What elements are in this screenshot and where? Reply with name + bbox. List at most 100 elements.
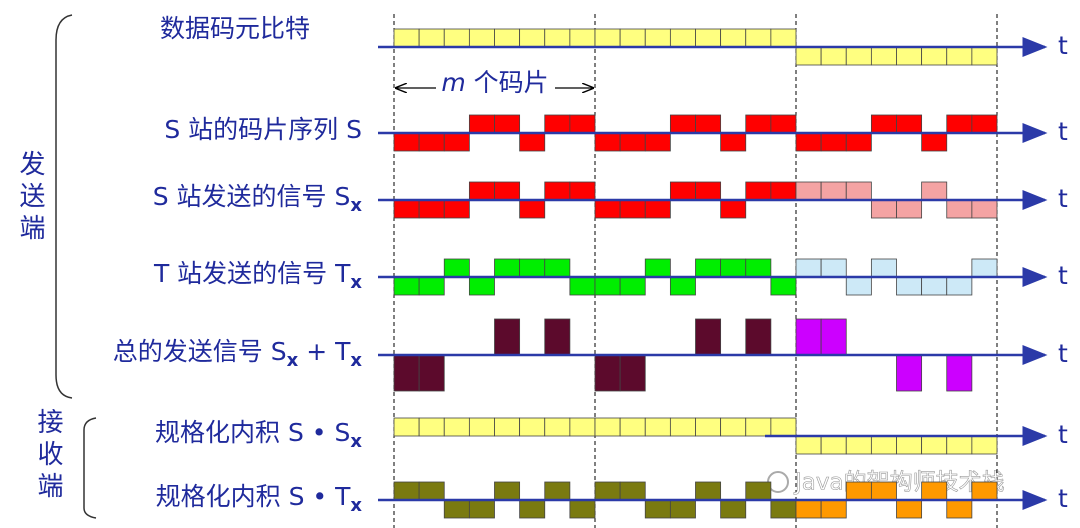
chip bbox=[921, 435, 948, 455]
chip bbox=[695, 28, 722, 48]
chip bbox=[669, 499, 696, 519]
chip bbox=[594, 276, 621, 296]
chip bbox=[971, 199, 998, 219]
chip bbox=[443, 132, 470, 152]
chip bbox=[695, 417, 722, 437]
chip bbox=[770, 181, 797, 201]
chip bbox=[569, 417, 596, 437]
chip bbox=[468, 276, 495, 296]
chip bbox=[544, 318, 571, 356]
row-label: S 站的码片序列 S bbox=[164, 115, 362, 144]
chip bbox=[770, 499, 797, 519]
chip bbox=[770, 114, 797, 134]
chip bbox=[896, 354, 923, 392]
chip bbox=[494, 28, 521, 48]
chip bbox=[669, 114, 696, 134]
chip bbox=[669, 276, 696, 296]
chip bbox=[569, 28, 596, 48]
chip bbox=[393, 481, 420, 501]
chip bbox=[896, 46, 923, 66]
chip bbox=[971, 481, 998, 501]
chip bbox=[494, 181, 521, 201]
axis-label: t bbox=[1058, 484, 1068, 513]
axis-label: t bbox=[1058, 339, 1068, 368]
chip bbox=[544, 481, 571, 501]
chip bbox=[845, 276, 872, 296]
chip bbox=[393, 132, 420, 152]
row-label: T 站发送的信号 Tx bbox=[153, 259, 362, 293]
chip bbox=[544, 417, 571, 437]
chip bbox=[870, 46, 897, 66]
chip bbox=[946, 354, 973, 392]
chip bbox=[971, 435, 998, 455]
chip bbox=[393, 354, 420, 392]
chip bbox=[418, 417, 445, 437]
axis-label: t bbox=[1058, 117, 1068, 146]
chip bbox=[418, 354, 445, 392]
sender-brace bbox=[55, 14, 73, 399]
chip bbox=[745, 28, 772, 48]
chip bbox=[845, 481, 872, 501]
chip bbox=[594, 417, 621, 437]
chip bbox=[494, 318, 521, 356]
axis-label: t bbox=[1058, 184, 1068, 213]
chip bbox=[795, 435, 822, 455]
chip bbox=[946, 114, 973, 134]
chip bbox=[845, 435, 872, 455]
chip bbox=[820, 46, 847, 66]
chip bbox=[443, 199, 470, 219]
chip bbox=[418, 276, 445, 296]
chip bbox=[468, 181, 495, 201]
chip bbox=[745, 114, 772, 134]
chip bbox=[770, 28, 797, 48]
chip bbox=[468, 499, 495, 519]
chip bbox=[795, 132, 822, 152]
chip bbox=[669, 28, 696, 48]
chip bbox=[669, 181, 696, 201]
label-part: 总的发送信号 S bbox=[113, 337, 287, 366]
chip bbox=[594, 28, 621, 48]
chip bbox=[820, 499, 847, 519]
chip bbox=[795, 46, 822, 66]
label-part: 规格化内积 S • S bbox=[155, 418, 350, 447]
label-subscript: x bbox=[350, 272, 362, 293]
sender-label: 发送端 bbox=[15, 150, 45, 246]
chip bbox=[443, 417, 470, 437]
chip bbox=[896, 435, 923, 455]
label-part: + T bbox=[298, 337, 351, 366]
chip bbox=[468, 28, 495, 48]
chip bbox=[820, 258, 847, 278]
chip bbox=[644, 28, 671, 48]
chip bbox=[644, 258, 671, 278]
chip bbox=[971, 114, 998, 134]
chip bbox=[946, 499, 973, 519]
label-part: T 站发送的信号 T bbox=[153, 259, 351, 288]
chip bbox=[946, 435, 973, 455]
chip bbox=[619, 481, 646, 501]
label-subscript: x bbox=[350, 195, 362, 216]
chip bbox=[745, 258, 772, 278]
chip bbox=[569, 114, 596, 134]
chip bbox=[820, 181, 847, 201]
axis-label: t bbox=[1058, 31, 1068, 60]
chip bbox=[519, 132, 546, 152]
axis-label: t bbox=[1058, 420, 1068, 449]
chip bbox=[443, 499, 470, 519]
chip bbox=[896, 114, 923, 134]
chip bbox=[795, 499, 822, 519]
chip bbox=[669, 417, 696, 437]
chip bbox=[971, 258, 998, 278]
chip bbox=[795, 318, 822, 356]
chip bbox=[795, 181, 822, 201]
chip bbox=[519, 417, 546, 437]
chip bbox=[443, 28, 470, 48]
chip bbox=[896, 276, 923, 296]
chip bbox=[921, 481, 948, 501]
chip bbox=[770, 417, 797, 437]
chip bbox=[870, 481, 897, 501]
chip bbox=[393, 28, 420, 48]
chip bbox=[720, 499, 747, 519]
chip bbox=[896, 499, 923, 519]
chip bbox=[921, 46, 948, 66]
